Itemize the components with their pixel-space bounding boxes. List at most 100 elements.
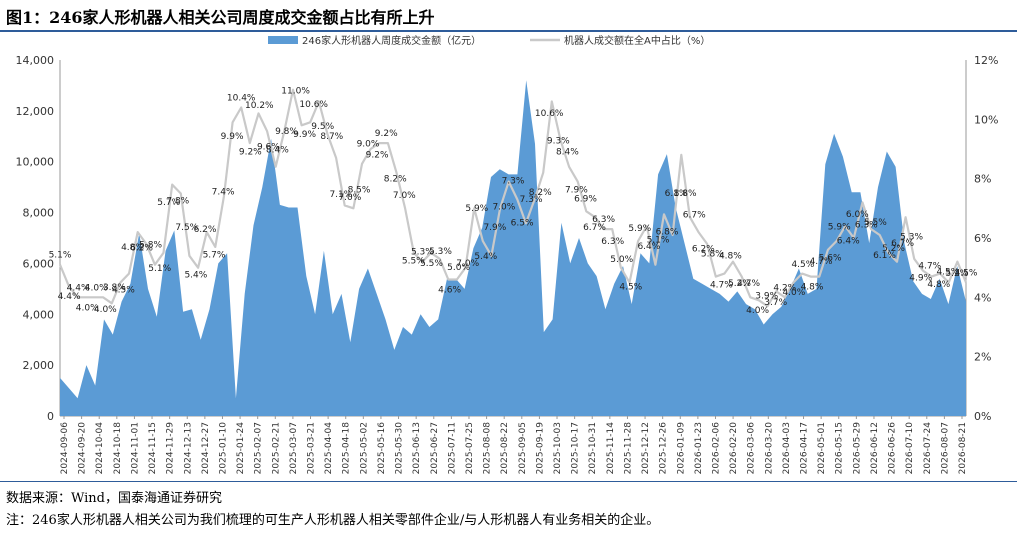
share-data-label: 11.0%	[281, 86, 310, 96]
x-tick-label: 2025-01-10	[219, 422, 229, 475]
share-data-label: 4.5%	[791, 260, 814, 270]
share-data-label: 9.6%	[257, 143, 280, 153]
x-tick-label: 2024-10-18	[113, 422, 123, 475]
share-data-label: 6.7%	[583, 223, 606, 233]
chart-area: 0 2,000 4,000 6,000 8,000 10,000 12,000 14,000 0…	[16, 34, 999, 475]
share-data-label: 4.7%	[737, 279, 760, 289]
share-data-label: 4.7%	[710, 281, 733, 291]
share-data-label: 7.0%	[456, 259, 479, 269]
x-tick-label: 2025-05-16	[377, 422, 387, 475]
x-tick-label: 2026-02-06	[712, 422, 722, 475]
x-tick-label: 2024-12-13	[183, 422, 193, 474]
x-tick-label: 2025-11-28	[624, 422, 634, 475]
share-data-label: 7.9%	[565, 185, 588, 195]
x-tick-label: 2024-12-27	[201, 422, 211, 474]
share-data-label: 5.9%	[628, 224, 651, 234]
share-data-label: 5.4%	[474, 252, 497, 262]
footnote: 注：246家人形机器人相关公司为我们梳理的可生产人形机器人相关零部件企业/与人形…	[6, 513, 660, 528]
y-left-tick-label: 12,000	[16, 105, 55, 118]
share-data-label: 9.9%	[221, 132, 244, 142]
share-data-label: 6.2%	[692, 245, 715, 255]
share-data-label: 4.7%	[918, 261, 941, 271]
share-data-label: 6.3%	[592, 215, 615, 225]
share-data-label: 4.8%	[719, 251, 742, 261]
x-tick-label: 2025-08-22	[500, 422, 510, 474]
x-tick-label: 2025-10-31	[588, 422, 598, 474]
share-data-label: 4.8%	[121, 243, 144, 253]
share-data-label: 5.2%	[882, 244, 905, 254]
source-note: 数据来源：Wind，国泰海通证券研究	[6, 491, 222, 506]
share-data-label: 8.4%	[556, 148, 579, 158]
share-data-label: 4.4%	[58, 292, 81, 302]
share-data-label: 6.7%	[683, 211, 706, 221]
share-data-label: 4.7%	[810, 257, 833, 267]
share-data-label: 10.4%	[227, 94, 256, 104]
share-data-label: 7.0%	[492, 202, 515, 212]
share-data-label: 9.2%	[375, 129, 398, 139]
share-data-label: 10.2%	[245, 101, 274, 111]
x-tick-label: 2026-05-29	[852, 422, 862, 475]
y-left-tick-label: 10,000	[16, 156, 55, 169]
x-tick-label: 2025-09-05	[518, 422, 528, 474]
x-tick-label: 2026-06-26	[888, 422, 898, 475]
x-tick-label: 2025-03-07	[289, 422, 299, 474]
share-data-label: 8.2%	[529, 188, 552, 198]
x-tick-label: 2025-11-14	[606, 422, 616, 475]
share-data-label: 9.3%	[547, 137, 570, 147]
share-data-label: 5.3%	[900, 232, 923, 242]
share-data-label: 3.7%	[764, 298, 787, 308]
share-data-label: 4.0%	[76, 303, 99, 313]
share-data-label: 5.9%	[828, 223, 851, 233]
x-tick-label: 2025-01-24	[236, 422, 246, 475]
share-data-label: 7.3%	[502, 177, 525, 187]
share-data-label: 5.9%	[465, 204, 488, 214]
share-data-label: 5.7%	[157, 198, 180, 208]
share-data-label: 7.3%	[520, 195, 543, 205]
share-data-label: 5.5%	[864, 218, 887, 228]
share-data-label: 4.0%	[782, 288, 805, 298]
x-tick-label: 2025-02-07	[254, 422, 264, 474]
y-left-tick-label: 14,000	[16, 54, 55, 67]
share-data-label: 6.0%	[846, 210, 869, 220]
figure-title: 图1：246家人形机器人相关公司周度成交金额占比有所上升	[6, 8, 435, 27]
x-tick-label: 2025-09-19	[535, 422, 545, 475]
share-data-label: 5.5%	[402, 257, 425, 267]
legend-line-label: 机器人成交额在全A中占比（%）	[564, 34, 710, 47]
x-tick-label: 2024-11-15	[148, 422, 158, 474]
bottom-rule	[0, 481, 1017, 482]
title-rule	[0, 30, 1017, 32]
share-data-label: 8.8%	[674, 189, 697, 199]
x-tick-label: 2024-09-20	[78, 422, 88, 475]
x-tick-label: 2025-12-26	[659, 422, 669, 475]
share-data-label: 4.0%	[94, 305, 117, 315]
share-data-label: 5.7%	[203, 251, 226, 261]
share-data-label: 8.7%	[320, 132, 343, 142]
x-tick-label: 2024-10-04	[95, 422, 105, 475]
share-data-label: 8.4%	[266, 146, 289, 156]
share-data-label: 6.1%	[873, 251, 896, 261]
share-data-label: 4.5%	[955, 269, 978, 279]
x-tick-label: 2025-04-18	[342, 422, 352, 475]
share-data-label: 4.0%	[746, 306, 769, 316]
x-tick-label: 2025-06-27	[430, 422, 440, 474]
share-data-label: 7.0%	[393, 191, 416, 201]
share-data-label: 8.2%	[384, 174, 407, 184]
x-tick-label: 2025-12-12	[641, 422, 651, 474]
share-data-label: 7.8%	[166, 196, 189, 206]
share-data-label: 6.9%	[574, 194, 597, 204]
share-data-label: 7.1%	[329, 190, 352, 200]
x-tick-label: 2026-03-06	[747, 422, 757, 475]
y-right-tick-label: 4%	[974, 291, 991, 304]
x-tick-label: 2026-05-15	[835, 422, 845, 474]
share-data-label: 5.3%	[429, 247, 452, 257]
amount-area-series	[60, 80, 966, 417]
share-data-label: 6.3%	[601, 237, 624, 247]
y-left-tick-label: 8,000	[23, 207, 55, 220]
y-left-tick-label: 0	[47, 410, 54, 423]
share-data-label: 4.5%	[112, 285, 135, 295]
share-data-label: 6.1%	[665, 189, 688, 199]
x-tick-label: 2025-07-11	[447, 422, 457, 474]
share-data-label: 5.1%	[148, 264, 171, 274]
y-right-tick-label: 2%	[974, 351, 991, 364]
y-right-tick-label: 10%	[974, 113, 998, 126]
